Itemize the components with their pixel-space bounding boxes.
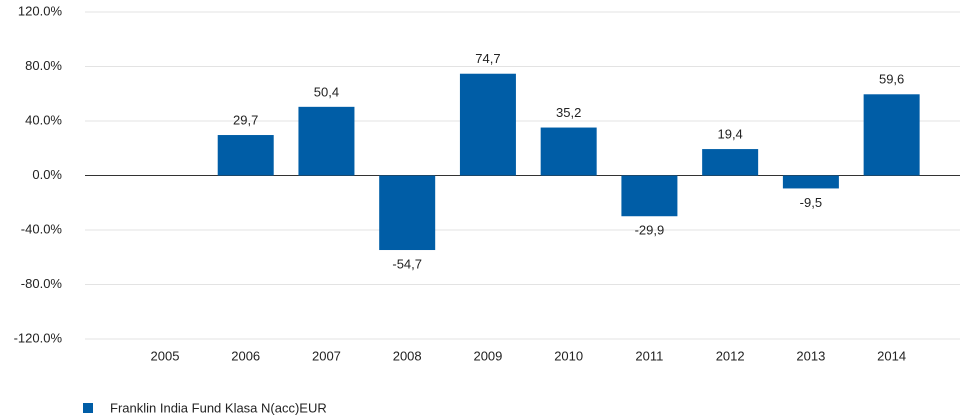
y-tick-label: -120.0% (14, 330, 63, 345)
bar (863, 94, 920, 176)
x-tick-label: 2013 (796, 348, 825, 363)
y-tick-label: 120.0% (18, 3, 63, 18)
x-tick-label: 2005 (151, 348, 180, 363)
y-tick-label: 0.0% (32, 167, 62, 182)
y-tick-label: -80.0% (21, 276, 63, 291)
data-label: 74,7 (475, 51, 500, 66)
x-tick-label: 2012 (716, 348, 745, 363)
data-label: 50,4 (314, 84, 339, 99)
data-label: -9,5 (800, 195, 822, 210)
legend-swatch (83, 403, 93, 413)
x-tick-label: 2008 (393, 348, 422, 363)
data-label: 29,7 (233, 112, 258, 127)
x-tick-label: 2007 (312, 348, 341, 363)
bar (540, 127, 597, 176)
x-tick-label: 2009 (473, 348, 502, 363)
data-label: 19,4 (717, 127, 742, 142)
data-label: 35,2 (556, 105, 581, 120)
x-tick-label: 2006 (231, 348, 260, 363)
bar (621, 175, 678, 217)
x-tick-label: 2010 (554, 348, 583, 363)
legend-label: Franklin India Fund Klasa N(acc)EUR (110, 400, 327, 415)
x-tick-label: 2011 (635, 348, 663, 363)
data-label: -54,7 (392, 256, 422, 271)
y-tick-label: 40.0% (25, 112, 62, 127)
bar (379, 175, 436, 251)
bar (217, 135, 274, 176)
x-tick-label: 2014 (877, 348, 906, 363)
y-tick-label: 80.0% (25, 58, 62, 73)
data-label: 59,6 (879, 72, 904, 87)
bar (298, 106, 355, 176)
bar (702, 149, 759, 176)
bar (459, 73, 516, 176)
y-tick-label: -40.0% (21, 221, 63, 236)
data-label: -29,9 (635, 223, 665, 238)
bar (782, 175, 839, 189)
